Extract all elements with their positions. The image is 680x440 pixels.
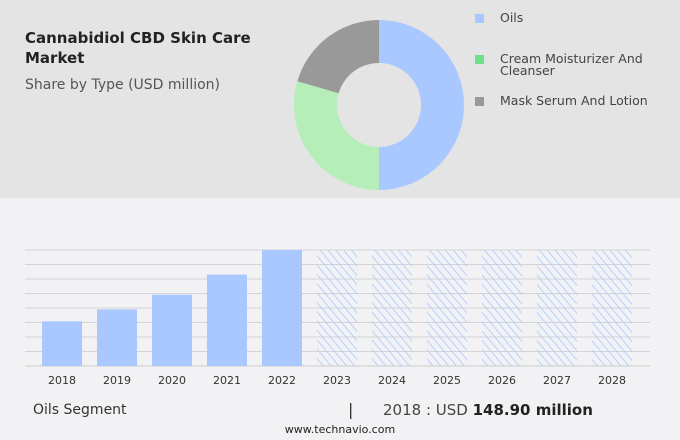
website-link[interactable]: www.technavio.com xyxy=(284,423,396,436)
segment-value: 2018 : USD 148.90 million xyxy=(383,401,593,419)
x-tick-label: 2022 xyxy=(268,374,296,387)
bar-2019 xyxy=(97,309,137,366)
donut-slice-1 xyxy=(293,81,379,190)
donut-slice-0 xyxy=(379,20,464,190)
value-prefix: 2018 : USD xyxy=(383,401,468,419)
x-tick-label: 2020 xyxy=(158,374,186,387)
x-tick-label: 2025 xyxy=(433,374,461,387)
x-tick-label: 2028 xyxy=(598,374,626,387)
segment-label: Oils Segment xyxy=(33,402,127,418)
x-tick-label: 2024 xyxy=(378,374,406,387)
legend-item-oils: Oils xyxy=(475,10,680,25)
bar-2025 xyxy=(427,250,467,366)
x-tick-label: 2027 xyxy=(543,374,571,387)
bar-2024 xyxy=(372,250,412,366)
separator: | xyxy=(348,400,354,419)
bar-2018 xyxy=(42,321,82,366)
bar-2023 xyxy=(317,250,357,366)
legend-label: Oils xyxy=(500,10,524,25)
bar-2021 xyxy=(207,274,247,366)
bar-2022 xyxy=(262,250,302,366)
legend: Oils Cream Moisturizer And Cleanser Mask… xyxy=(475,10,680,108)
legend-label: Cream Moisturizer And Cleanser xyxy=(500,51,643,78)
x-tick-label: 2018 xyxy=(48,374,76,387)
chart-title: Cannabidiol CBD Skin Care Market xyxy=(25,29,251,67)
legend-item-mask: Mask Serum And Lotion xyxy=(475,93,680,108)
x-tick-label: 2019 xyxy=(103,374,131,387)
legend-swatch xyxy=(475,14,484,23)
legend-label: Mask Serum And Lotion xyxy=(500,93,648,108)
x-tick-label: 2026 xyxy=(488,374,516,387)
legend-swatch xyxy=(475,55,484,64)
x-tick-label: 2021 xyxy=(213,374,241,387)
legend-swatch xyxy=(475,97,484,106)
value-amount: 148.90 million xyxy=(472,401,593,419)
bar-2026 xyxy=(482,250,522,366)
chart-subtitle: Share by Type (USD million) xyxy=(25,77,221,93)
donut-slice-2 xyxy=(297,20,379,94)
bar-2028 xyxy=(592,250,632,366)
bar-2020 xyxy=(152,294,192,366)
bar-2027 xyxy=(537,250,577,366)
legend-item-cream: Cream Moisturizer And Cleanser xyxy=(475,51,680,78)
x-tick-label: 2023 xyxy=(323,374,351,387)
